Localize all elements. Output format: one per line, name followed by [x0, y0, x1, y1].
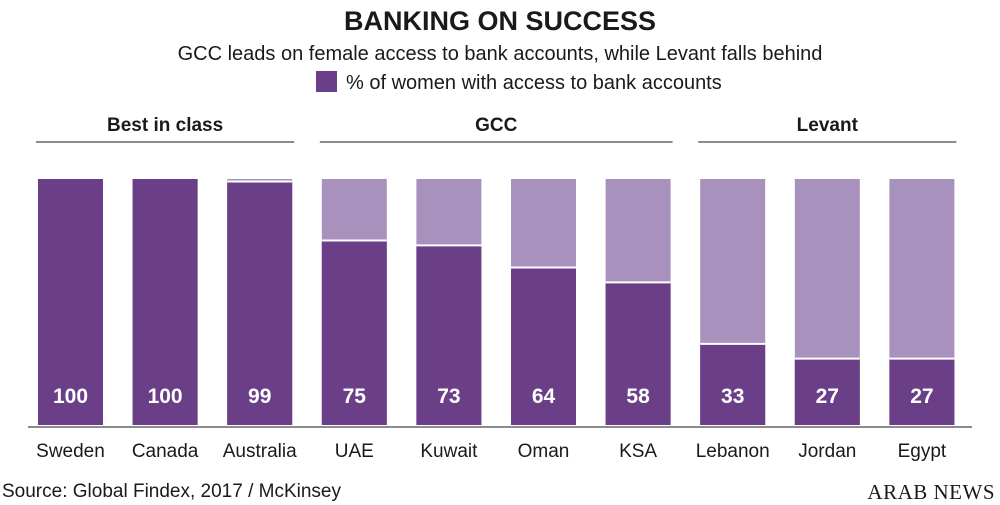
category-label-lebanon: Lebanon [696, 441, 770, 462]
legend-swatch [316, 71, 337, 92]
category-label-jordan: Jordan [798, 441, 856, 462]
bar-lebanon [700, 343, 766, 425]
data-label-sweden: 100 [53, 385, 88, 408]
group-label-1: GCC [475, 115, 518, 136]
group-label-2: Levant [797, 115, 859, 136]
bar-australia [227, 181, 293, 425]
data-label-uae: 75 [343, 385, 367, 408]
data-label-oman: 64 [532, 385, 556, 408]
bar-kuwait [416, 245, 482, 425]
data-label-ksa: 58 [626, 385, 650, 408]
bar-oman [511, 267, 576, 425]
category-labels: Sweden Canada Australia UAE Kuwait Oman KSA Leb… [36, 441, 947, 462]
category-label-canada: Canada [132, 441, 199, 462]
category-label-oman: Oman [518, 441, 570, 462]
legend: % of women with access to bank accounts [316, 71, 722, 94]
source-note: Source: Global Findex, 2017 / McKinsey [2, 481, 342, 502]
group-label-0: Best in class [107, 115, 223, 136]
category-label-sweden: Sweden [36, 441, 105, 462]
bar-uae [321, 240, 387, 425]
category-label-kuwait: Kuwait [420, 441, 478, 462]
bar-canada [132, 179, 198, 425]
bars: 100 100 99 75 73 64 58 33 27 27 [38, 179, 955, 425]
brand-logo: ARAB NEWS [867, 480, 995, 504]
bar-egypt [889, 358, 955, 425]
data-label-jordan: 27 [816, 385, 839, 408]
bar-jordan [794, 358, 860, 425]
data-label-canada: 100 [148, 385, 183, 408]
category-label-uae: UAE [335, 441, 374, 462]
category-label-australia: Australia [223, 441, 297, 462]
chart-subtitle: GCC leads on female access to bank accou… [178, 43, 823, 65]
data-label-egypt: 27 [910, 385, 933, 408]
category-label-egypt: Egypt [898, 441, 947, 462]
data-label-lebanon: 33 [721, 385, 744, 408]
data-label-australia: 99 [248, 385, 271, 408]
chart-title: BANKING ON SUCCESS [344, 6, 656, 36]
bar-sweden [38, 179, 103, 425]
bar-ksa [605, 282, 671, 425]
legend-label: % of women with access to bank accounts [346, 72, 722, 94]
group-headers: Best in class GCC Levant [36, 115, 957, 143]
category-label-ksa: KSA [619, 441, 657, 462]
data-label-kuwait: 73 [437, 385, 460, 408]
